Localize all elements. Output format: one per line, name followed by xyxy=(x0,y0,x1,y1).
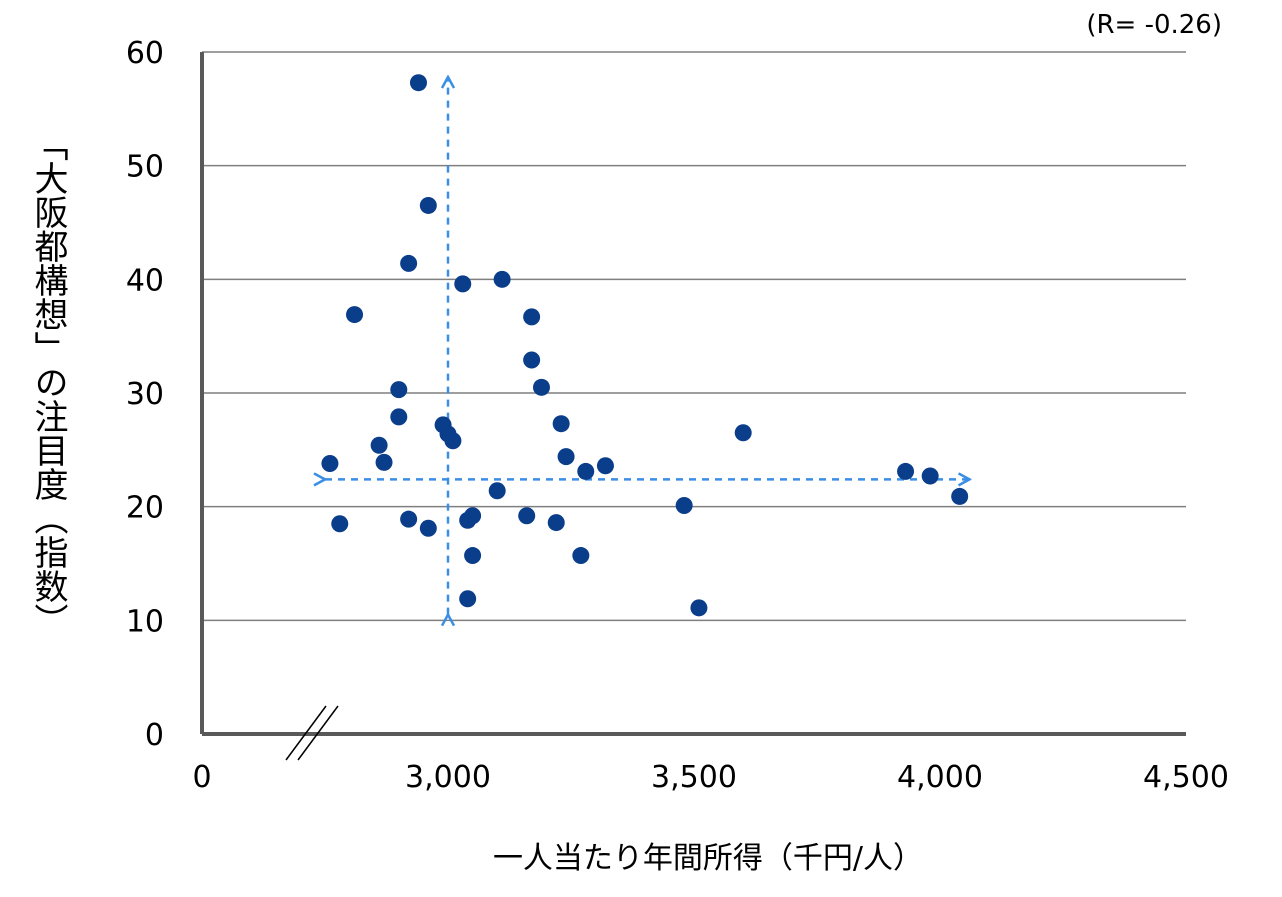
y-tick-label: 20 xyxy=(126,491,164,526)
data-point xyxy=(419,196,437,214)
y-tick-label: 60 xyxy=(126,36,164,71)
data-points xyxy=(321,74,969,617)
data-point xyxy=(370,436,388,454)
x-tick-label: 4,500 xyxy=(1143,760,1229,795)
x-tick-label: 4,000 xyxy=(897,760,983,795)
data-point xyxy=(400,254,418,272)
data-point xyxy=(596,457,614,475)
y-axis-label: 「大阪都構想」の注目度（指数） xyxy=(28,127,68,637)
y-tick-label: 10 xyxy=(126,604,164,639)
data-point xyxy=(419,519,437,537)
data-point xyxy=(518,507,536,525)
data-point xyxy=(454,275,472,293)
axis-break-icon xyxy=(285,705,339,761)
data-point xyxy=(552,415,570,433)
data-point xyxy=(459,590,477,608)
mean-arrows xyxy=(325,77,970,615)
data-point xyxy=(951,487,969,505)
axes xyxy=(200,52,1186,761)
data-point xyxy=(690,599,708,617)
y-tick-label: 30 xyxy=(126,377,164,412)
data-point xyxy=(897,462,915,480)
data-point xyxy=(464,547,482,565)
data-point xyxy=(557,448,575,466)
x-tick-label: 3,500 xyxy=(651,760,737,795)
data-point xyxy=(734,424,752,442)
data-point xyxy=(390,381,408,399)
data-point xyxy=(493,270,511,288)
x-tick-label: 3,000 xyxy=(405,760,491,795)
y-tick-label: 0 xyxy=(145,718,164,753)
x-tick-labels: 0 3,000 3,500 4,000 4,500 xyxy=(192,760,1228,795)
data-point xyxy=(444,432,462,450)
data-point xyxy=(409,74,427,92)
data-point xyxy=(488,482,506,500)
data-point xyxy=(572,547,590,565)
data-point xyxy=(675,497,693,515)
data-point xyxy=(547,514,565,532)
data-point xyxy=(375,453,393,471)
data-point xyxy=(464,507,482,525)
x-tick-label: 0 xyxy=(192,760,211,795)
data-point xyxy=(921,467,939,485)
data-point xyxy=(321,454,339,472)
data-point xyxy=(523,308,541,326)
data-point xyxy=(346,306,364,324)
data-point xyxy=(523,351,541,369)
data-point xyxy=(532,378,550,396)
y-tick-label: 40 xyxy=(126,263,164,298)
y-tick-labels: 0 10 20 30 40 50 60 xyxy=(126,36,164,753)
data-point xyxy=(577,462,595,480)
y-tick-label: 50 xyxy=(126,150,164,185)
x-axis-label: 一人当たり年間所得（千円/人） xyxy=(493,841,923,876)
correlation-annotation: (R= -0.26) xyxy=(1086,10,1222,40)
data-point xyxy=(400,510,418,528)
data-point xyxy=(331,515,349,533)
gridlines xyxy=(202,51,1186,622)
data-point xyxy=(390,408,408,426)
